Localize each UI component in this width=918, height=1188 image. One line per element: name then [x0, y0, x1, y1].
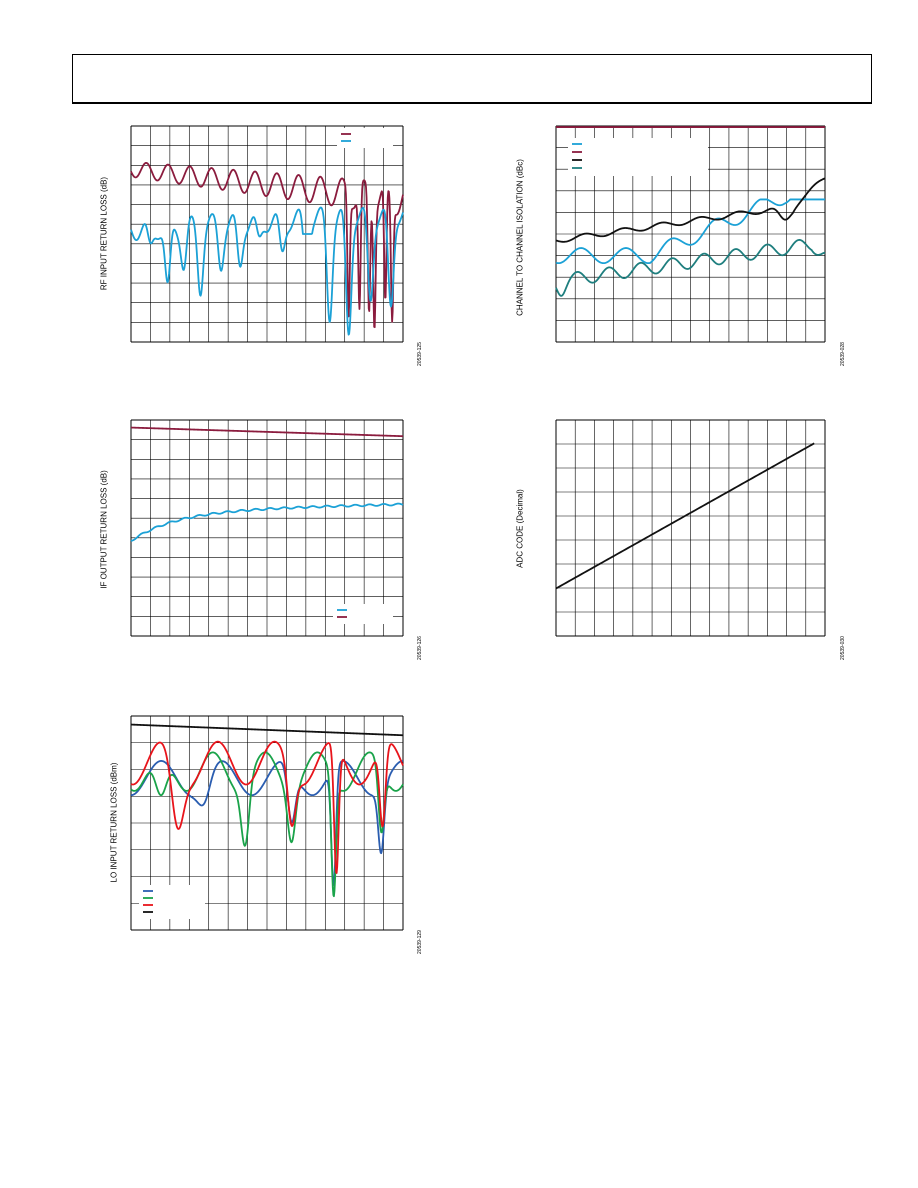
lo-input-return-loss-ylabel: LO INPUT RETURN LOSS (dBm): [109, 762, 119, 883]
lo-input-return-loss-legend-box: [139, 885, 205, 919]
adc-code-ylabel: ADC CODE (Decimal): [515, 489, 525, 568]
rf-input-return-loss-legend: [337, 128, 393, 148]
channel-isolation-legend-box: [568, 138, 708, 176]
lo-input-return-loss-series-2: [130, 740, 404, 874]
adc-code-grid: [555, 419, 826, 637]
if-output-return-loss-series-0: [130, 502, 404, 542]
rf-input-return-loss-series-1: [130, 206, 404, 336]
if-output-return-loss-legend-box: [333, 604, 393, 624]
channel-isolation-grid: [555, 125, 826, 343]
lo-input-return-loss-grid: [130, 715, 404, 931]
adc-code-chart: [555, 419, 826, 637]
channel-isolation-chart: [555, 125, 826, 343]
lo-input-return-loss-plot: [130, 715, 404, 931]
rf-input-return-loss-figure-number: 20539-125: [417, 342, 423, 366]
channel-isolation-plot: [555, 125, 826, 343]
adc-code-plot: [555, 419, 826, 637]
lo-input-return-loss-chart: [130, 715, 404, 931]
channel-isolation-legend: [568, 138, 708, 176]
channel-isolation-series-3: [555, 239, 826, 297]
adc-code-series-0: [555, 442, 815, 590]
rf-input-return-loss-plot: [130, 125, 404, 343]
rf-input-return-loss-series-0: [130, 161, 404, 329]
if-output-return-loss-series-1: [130, 426, 404, 438]
channel-isolation-figure-number: 20539-028: [840, 342, 846, 366]
if-output-return-loss-chart: [130, 419, 404, 637]
page-header-box: [72, 54, 872, 104]
adc-code-figure-number: 20539-030: [840, 636, 846, 660]
rf-input-return-loss-ylabel: RF INPUT RETURN LOSS (dB): [99, 176, 109, 291]
rf-input-return-loss-chart: [130, 125, 404, 343]
lo-input-return-loss-series-1: [130, 751, 404, 898]
channel-isolation-ylabel: CHANNEL TO CHANNEL ISOLATION (dBc): [515, 159, 525, 316]
channel-isolation-series-0: [555, 198, 826, 265]
if-output-return-loss-ylabel: IF OUTPUT RETURN LOSS (dB): [99, 470, 109, 589]
channel-isolation-series-2: [555, 177, 826, 243]
lo-input-return-loss-series-3: [130, 723, 404, 737]
if-output-return-loss-grid: [130, 419, 404, 637]
if-output-return-loss-plot: [130, 419, 404, 637]
if-output-return-loss-legend: [333, 604, 393, 624]
lo-input-return-loss-figure-number: 20539-129: [417, 930, 423, 954]
rf-input-return-loss-legend-box: [337, 128, 393, 148]
lo-input-return-loss-legend: [139, 885, 205, 919]
if-output-return-loss-figure-number: 20539-126: [417, 636, 423, 660]
